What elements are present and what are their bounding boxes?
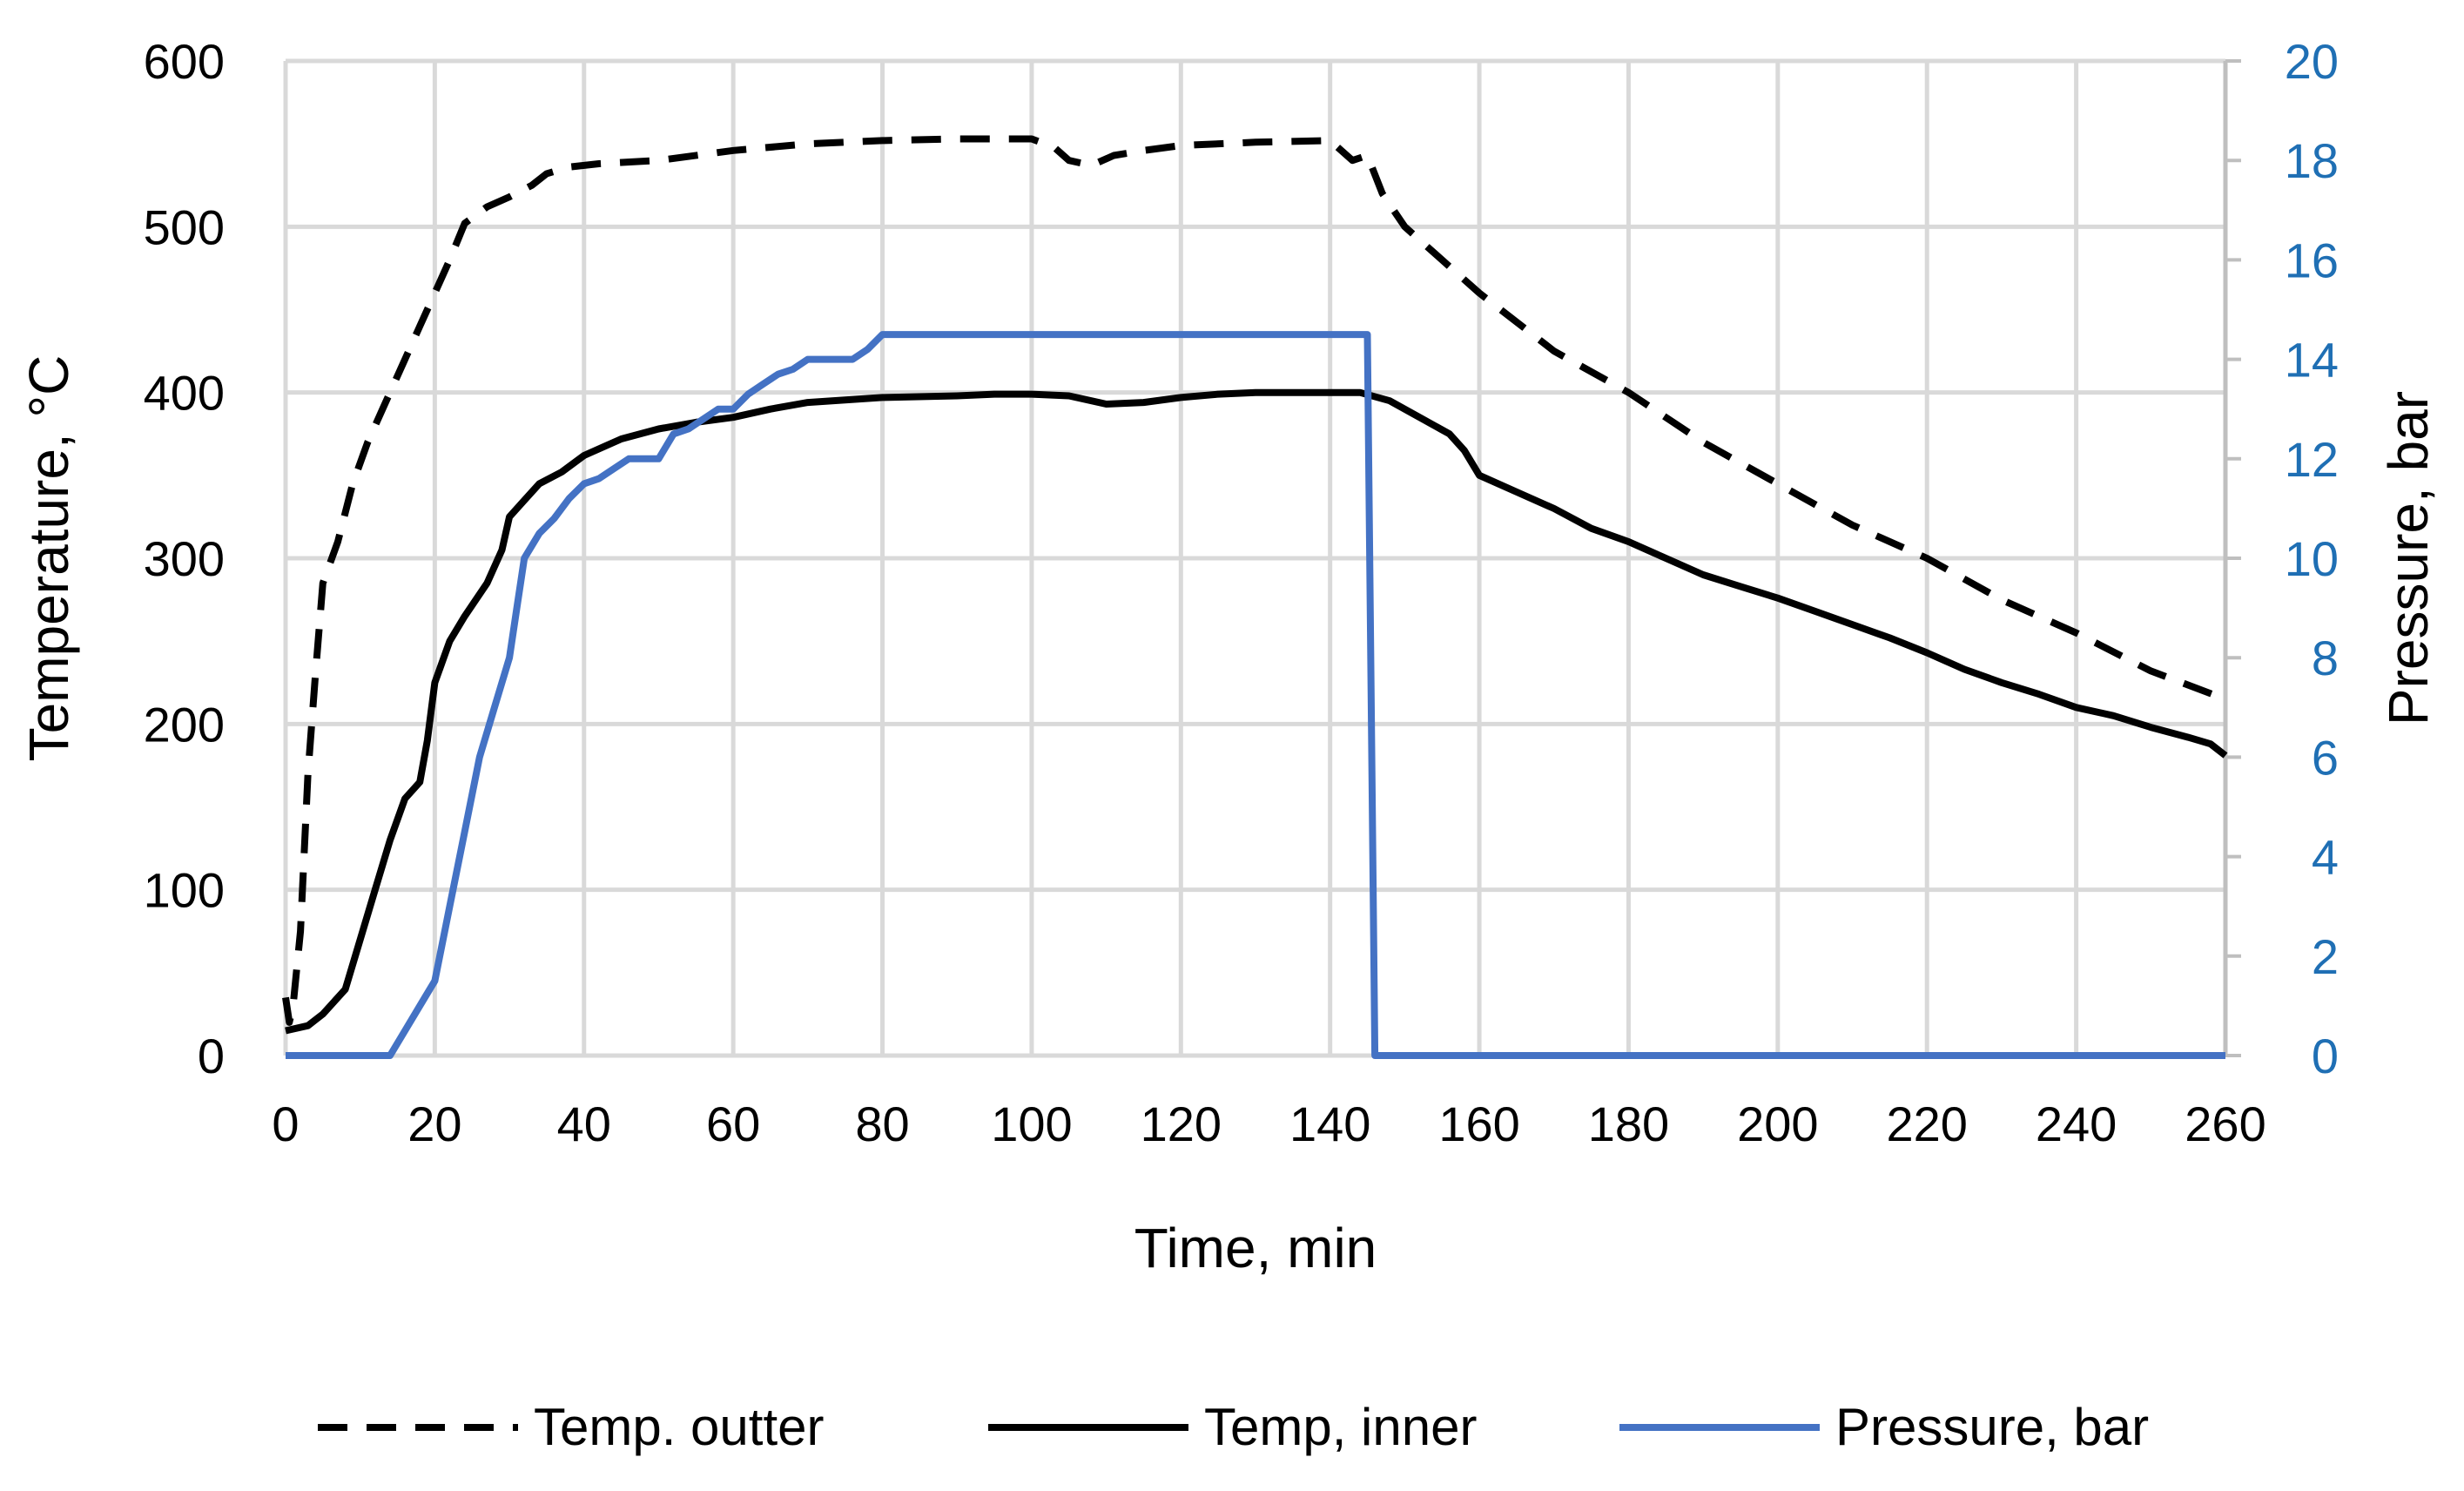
x-tick-label: 240 (2036, 1096, 2117, 1151)
y-right-tick-label: 10 (2285, 531, 2339, 586)
x-tick-label: 20 (407, 1096, 461, 1151)
x-tick-label: 100 (991, 1096, 1072, 1151)
y-left-tick-label: 200 (144, 697, 225, 752)
x-tick-label: 140 (1289, 1096, 1370, 1151)
y-right-tick-label: 14 (2285, 333, 2339, 388)
x-tick-label: 0 (272, 1096, 299, 1151)
legend: Temp. outter Temp, inner Pressure, bar (318, 1398, 2149, 1456)
legend-label-1: Temp, inner (1204, 1398, 1477, 1456)
y-right-tick-label: 8 (2312, 631, 2339, 685)
y-right-tick-label: 0 (2312, 1029, 2339, 1083)
y-right-tick-label: 18 (2285, 133, 2339, 188)
series-line-1 (285, 388, 2228, 1035)
y-right-tick-label: 6 (2312, 730, 2339, 785)
y-right-axis-title: Pressure, bar (2377, 391, 2440, 725)
y-left-tick-label: 500 (144, 199, 225, 254)
y-right-tick-label: 20 (2285, 34, 2339, 89)
x-tick-label: 160 (1438, 1096, 1519, 1151)
legend-label-0: Temp. outter (534, 1398, 825, 1456)
y-right-tick-label: 12 (2285, 432, 2339, 487)
series-line-2 (286, 331, 2225, 1059)
axis-titles: Time, min Temperature, °C Pressure, bar (17, 355, 2440, 1279)
y-right-tick-label: 2 (2312, 929, 2339, 984)
y-left-tick-label: 0 (198, 1029, 225, 1083)
y-left-tick-label: 600 (144, 34, 225, 89)
x-tick-label: 260 (2185, 1096, 2265, 1151)
x-tick-label: 180 (1588, 1096, 1669, 1151)
x-tick-label: 120 (1141, 1096, 1222, 1151)
legend-label-2: Pressure, bar (1835, 1398, 2149, 1456)
x-tick-label: 80 (855, 1096, 909, 1151)
series-group (282, 135, 2228, 1059)
x-tick-label: 220 (1887, 1096, 1968, 1151)
x-tick-label: 200 (1737, 1096, 1818, 1151)
x-tick-label: 60 (706, 1096, 760, 1151)
y-right-tick-label: 4 (2312, 830, 2339, 885)
y-left-tick-label: 100 (144, 863, 225, 918)
y-left-axis-title: Temperature, °C (17, 355, 80, 762)
y-right-tick-label: 16 (2285, 233, 2339, 287)
series-line-0 (282, 135, 2227, 1026)
tick-labels: 0 20 40 60 80 100 120 140 160 180 200 220 240 2600100… (144, 34, 2339, 1151)
x-tick-label: 40 (557, 1096, 611, 1151)
y-left-tick-label: 400 (144, 366, 225, 421)
grid (283, 58, 2228, 1058)
x-axis-title: Time, min (1134, 1217, 1377, 1279)
y-left-tick-label: 300 (144, 531, 225, 586)
